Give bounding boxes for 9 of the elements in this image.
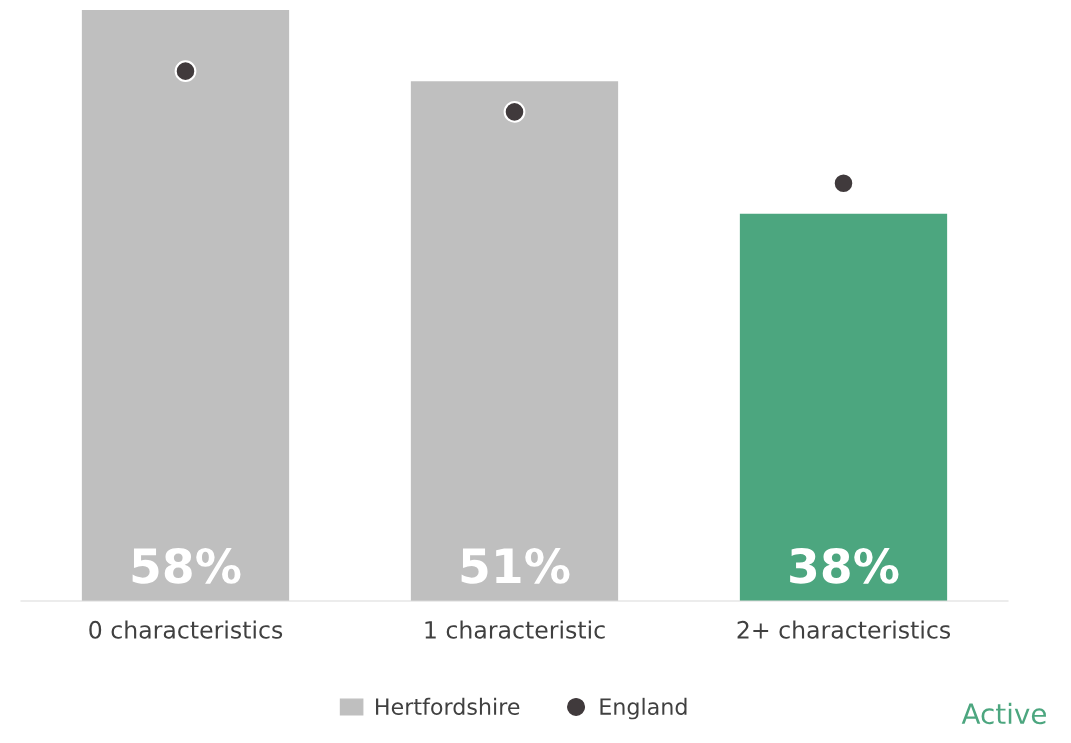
data-label: 38% [790, 547, 899, 584]
data-label: 51% [461, 547, 570, 584]
x-tick-label: 2+ characteristics [737, 620, 951, 639]
data-label: 58% [132, 547, 241, 584]
text: Active [961, 702, 1046, 725]
x-tick-label: 0 characteristics [89, 620, 283, 639]
legend-label: Hertfordshire [376, 697, 520, 716]
x-tick-label: 1 characteristic [425, 620, 605, 639]
legend-label: England [600, 697, 687, 720]
